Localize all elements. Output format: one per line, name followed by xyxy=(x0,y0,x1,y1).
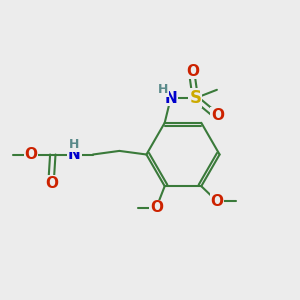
Text: O: O xyxy=(186,64,199,79)
Text: N: N xyxy=(164,91,177,106)
Text: O: O xyxy=(210,194,224,209)
Text: O: O xyxy=(25,147,38,162)
Text: O: O xyxy=(211,108,224,123)
Text: O: O xyxy=(45,176,58,191)
Text: H: H xyxy=(158,83,168,96)
Text: O: O xyxy=(150,200,163,215)
Text: H: H xyxy=(69,138,79,152)
Text: S: S xyxy=(189,89,201,107)
Text: N: N xyxy=(68,147,81,162)
